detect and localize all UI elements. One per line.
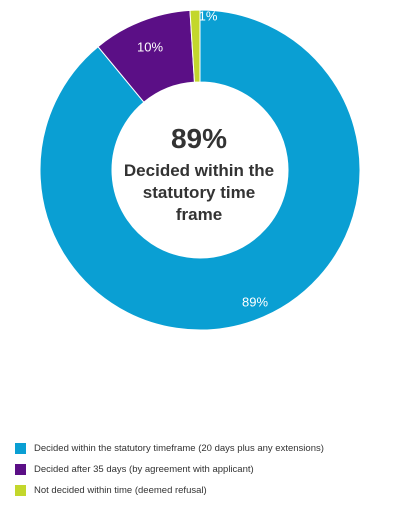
center-label: Decided within the statutory time frame bbox=[123, 161, 275, 224]
legend-item-statutory: Decided within the statutory timeframe (… bbox=[15, 440, 395, 456]
legend-swatch-deemed-refusal bbox=[15, 484, 26, 496]
legend-swatch-statutory bbox=[15, 442, 26, 454]
legend-item-after-35-days: Decided after 35 days (by agreement with… bbox=[15, 461, 395, 477]
legend-swatch-after-35-days bbox=[15, 463, 26, 475]
slice-label-after-35-days: 10% bbox=[137, 39, 163, 54]
donut-chart-svg: 89% 10% 1% bbox=[39, 8, 361, 331]
center-value: 89% bbox=[170, 123, 228, 154]
legend: Decided within the statutory timeframe (… bbox=[15, 440, 395, 503]
legend-item-deemed-refusal: Not decided within time (deemed refusal) bbox=[15, 482, 395, 498]
legend-label-after-35-days: Decided after 35 days (by agreement with… bbox=[34, 463, 254, 475]
slice-statutory bbox=[39, 9, 361, 331]
slice-label-statutory: 89% bbox=[242, 294, 268, 309]
slice-label-deemed-refusal: 1% bbox=[199, 8, 218, 23]
legend-label-statutory: Decided within the statutory timeframe (… bbox=[34, 442, 324, 454]
slice-deemed-refusal bbox=[189, 9, 201, 83]
donut-chart: 89% 10% 1% 89% Decided within the statutor… bbox=[39, 8, 361, 331]
legend-label-deemed-refusal: Not decided within time (deemed refusal) bbox=[34, 484, 207, 496]
